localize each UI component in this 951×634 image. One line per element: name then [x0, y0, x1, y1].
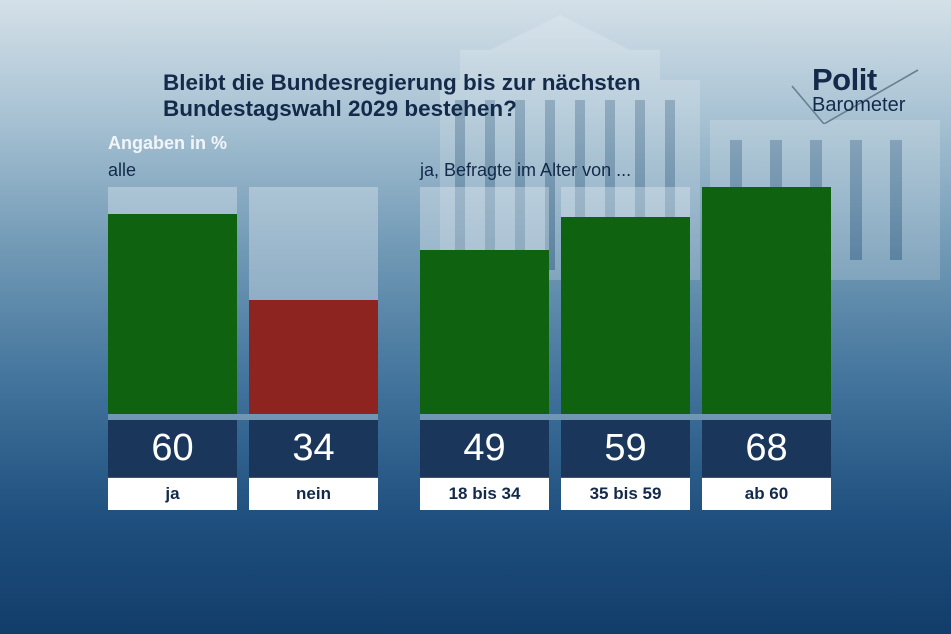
category-label-35-bis-59: 35 bis 59 — [561, 478, 690, 510]
category-label-ja: ja — [108, 478, 237, 510]
units-label: Angaben in % — [108, 133, 228, 153]
value-label-ab-60: 68 — [702, 420, 831, 477]
chart-title-line-1: Bleibt die Bundesregierung bis zur nächs… — [163, 70, 641, 95]
politbarometer-logo: Polit Barometer — [790, 62, 930, 124]
logo-text-polit: Polit — [812, 62, 877, 97]
logo-checkmark-icon — [791, 69, 919, 124]
value-label-18-bis-34: 49 — [420, 420, 549, 477]
bar-nein — [249, 300, 378, 414]
baseline-strip-right — [420, 414, 831, 420]
left-group-label: alle — [108, 160, 137, 180]
bar-ab-60 — [702, 187, 831, 414]
value-label-nein: 34 — [249, 420, 378, 477]
chart-title: Bleibt die Bundesregierung bis zur nächs… — [163, 70, 783, 122]
value-label-35-bis-59: 59 — [561, 420, 690, 477]
bar-ja — [108, 214, 237, 414]
right-group-label: ja, Befragte im Alter von ... — [420, 160, 632, 180]
chart-title-line-2: Bundestagswahl 2029 bestehen? — [163, 96, 517, 121]
baseline-strip-left — [108, 414, 378, 420]
category-label-18-bis-34: 18 bis 34 — [420, 478, 549, 510]
bar-35-bis-59 — [561, 217, 690, 414]
logo-text-barometer: Barometer — [812, 94, 906, 116]
category-label-nein: nein — [249, 478, 378, 510]
category-label-ab-60: ab 60 — [702, 478, 831, 510]
bar-18-bis-34 — [420, 250, 549, 414]
value-label-ja: 60 — [108, 420, 237, 477]
